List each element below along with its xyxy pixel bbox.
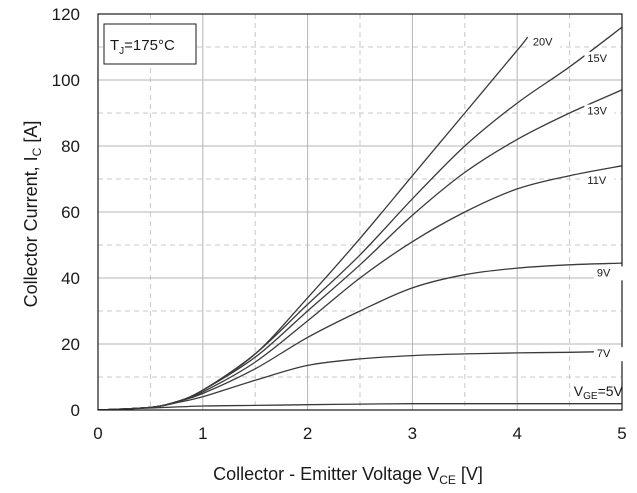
y-tick-label: 0	[71, 401, 80, 420]
x-axis-title-sub: CE	[439, 473, 456, 487]
curve-label-vge-5v: VGE=5V	[574, 383, 624, 402]
temp-suffix: =175°C	[124, 37, 175, 54]
y-tick-label: 20	[61, 335, 80, 354]
curve-label-11V: 11V	[587, 175, 606, 187]
x-tick-label: 3	[408, 424, 417, 443]
curve-label-bg	[584, 104, 615, 119]
curve-label-bg	[593, 347, 624, 362]
x-axis-title-unit: [V]	[456, 464, 483, 484]
series-line-VGE=5V	[98, 403, 622, 410]
y-axis-title-sub: C	[30, 147, 44, 156]
curve-label-9V: 9V	[597, 267, 611, 279]
svg-text:TJ=175°C: TJ=175°C	[110, 37, 175, 57]
grid	[98, 14, 622, 410]
curve-label-20V: 20V	[533, 36, 553, 48]
plot-frame	[97, 13, 623, 411]
temp-prefix: T	[110, 37, 119, 54]
y-axis-title: Collector Current, IC [A]	[21, 121, 44, 308]
y-tick-label: 60	[61, 203, 80, 222]
curves	[98, 26, 622, 410]
y-axis-title-main: Collector Current, I	[21, 156, 41, 307]
y-tick-labels: 0 20 40 60 80 100 120	[52, 5, 80, 420]
x-tick-labels: 0 1 2 3 4 5	[93, 424, 626, 443]
x-axis-title-main: Collector - Emitter Voltage V	[213, 464, 439, 484]
y-axis-title-unit: [A]	[21, 121, 41, 148]
curve-label-bg	[593, 266, 624, 281]
curve-labels: 20V 15V 13V 11V 9V 7V VGE=5V	[529, 35, 624, 402]
curve-label-bg	[584, 51, 615, 66]
curve-label-7V: 7V	[597, 348, 611, 360]
y-tick-label: 40	[61, 269, 80, 288]
temp-sub: J	[119, 46, 124, 57]
temperature-annotation: TJ=175°C	[103, 23, 197, 65]
x-axis-title: Collector - Emitter Voltage VCE [V]	[213, 464, 483, 487]
series-line-7V	[98, 350, 622, 410]
y-tick-label: 100	[52, 71, 80, 90]
curve-label-13V: 13V	[587, 106, 607, 118]
series-line-9V	[98, 262, 622, 410]
x-tick-label: 0	[93, 424, 102, 443]
curve-label-bg	[584, 173, 615, 188]
x-tick-label: 5	[617, 424, 626, 443]
y-tick-label: 120	[52, 5, 80, 24]
x-tick-label: 1	[198, 424, 207, 443]
x-tick-label: 2	[303, 424, 312, 443]
x-tick-label: 4	[512, 424, 521, 443]
y-tick-label: 80	[61, 137, 80, 156]
curve-label-bg	[529, 35, 560, 50]
curve-label-15V: 15V	[587, 53, 607, 65]
